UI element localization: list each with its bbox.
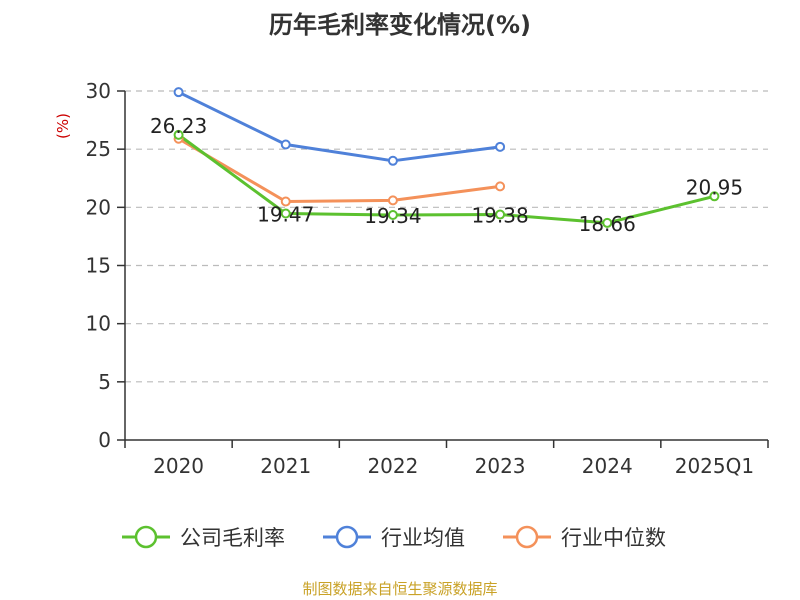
data-point [495, 181, 506, 192]
y-axis-unit: (%) [54, 113, 72, 139]
data-point [280, 208, 291, 219]
data-label: 18.66 [579, 212, 636, 236]
data-point [173, 87, 184, 98]
data-point [387, 210, 398, 221]
y-tick-label: 20 [86, 195, 111, 219]
legend-swatch-marker [134, 525, 158, 549]
legend-swatch-marker [335, 525, 359, 549]
series-points [173, 87, 720, 228]
legend-swatch-marker [515, 525, 539, 549]
x-tick-label: 2020 [153, 454, 204, 478]
data-label: 20.95 [686, 175, 743, 199]
legend-label: 公司毛利率 [180, 526, 285, 550]
series-line-0 [177, 133, 715, 225]
y-tick-label: 5 [98, 370, 111, 394]
data-labels: 26.23 19.47 19.34 19.38 18.66 20.95 [150, 114, 743, 236]
data-point [173, 129, 184, 140]
x-axis-ticks: 2020 2021 2022 2023 2024 2025Q1 [124, 440, 769, 478]
data-label: 19.34 [364, 204, 421, 228]
source-note: 制图数据来自恒生聚源数据库 [302, 580, 497, 598]
y-tick-label: 0 [98, 428, 111, 452]
data-label: 19.38 [471, 204, 528, 228]
data-point [495, 209, 506, 220]
x-tick-label: 2021 [260, 454, 311, 478]
data-label: 19.47 [257, 202, 314, 226]
series-lines [177, 90, 715, 225]
y-tick-label: 15 [86, 254, 111, 278]
data-point [602, 217, 613, 228]
series-line-1 [177, 90, 501, 163]
y-tick-label: 10 [86, 312, 111, 336]
data-point [387, 155, 398, 166]
x-tick-label: 2025Q1 [675, 454, 754, 478]
x-tick-label: 2023 [475, 454, 526, 478]
y-tick-label: 30 [86, 79, 111, 103]
y-tick-label: 25 [86, 137, 111, 161]
data-point [280, 139, 291, 150]
grid-lines [125, 90, 768, 383]
x-tick-label: 2024 [582, 454, 633, 478]
data-label: 26.23 [150, 114, 207, 138]
x-tick-label: 2022 [367, 454, 418, 478]
series-line-2 [177, 137, 501, 204]
data-point [495, 141, 506, 152]
legend-label: 行业中位数 [561, 526, 666, 550]
chart-title: 历年毛利率变化情况(%) [269, 11, 531, 39]
data-point [280, 196, 291, 207]
data-point [709, 191, 720, 202]
data-point [387, 195, 398, 206]
legend-label: 行业均值 [381, 526, 465, 550]
legend: 公司毛利率 行业均值 行业中位数 [122, 525, 666, 550]
y-axis-ticks: 0 5 10 15 20 25 30 [86, 79, 125, 452]
